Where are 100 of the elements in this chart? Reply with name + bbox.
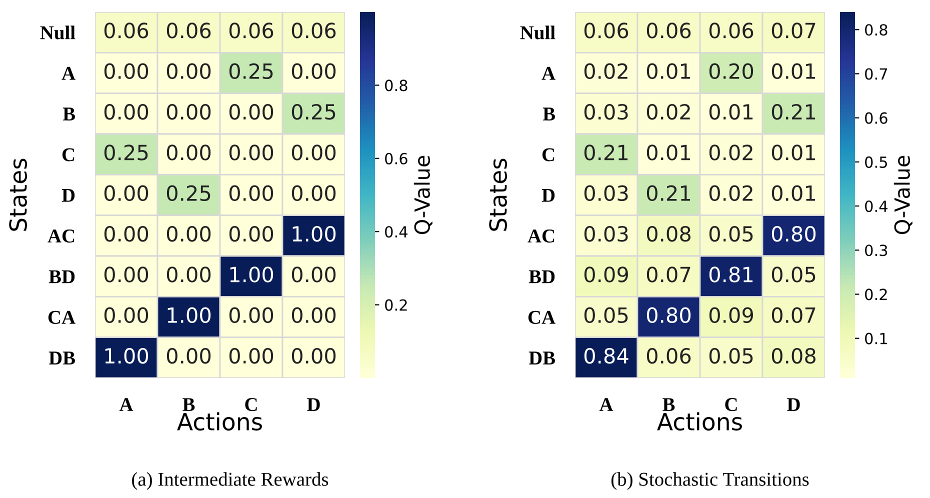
data-label: 0.06	[646, 22, 691, 38]
color-bar-label: 0.7	[865, 68, 888, 80]
color-bar-label: 0.2	[865, 288, 887, 300]
data-label: 0.00	[292, 63, 336, 80]
data-label: 0.02	[646, 104, 690, 120]
color-bar-title: Q-Value	[414, 156, 432, 234]
y-axis-title: States	[9, 158, 27, 231]
y-tick-label: C	[62, 148, 74, 162]
x-tick-label: B	[662, 398, 675, 411]
data-label: 1.00	[168, 307, 211, 324]
text: (a) Intermediate Rewards	[132, 472, 328, 490]
data-label: 0.00	[292, 266, 336, 282]
data-label: 0.02	[709, 185, 752, 202]
data-label: 0.06	[584, 22, 628, 38]
data-label: 0.00	[166, 144, 211, 160]
color-bar-label: 0.3	[865, 244, 888, 256]
y-tick-label: CA	[48, 310, 76, 324]
color-bar-label: 0.8	[865, 24, 888, 36]
y-tick-label: BD	[48, 270, 75, 284]
data-label: 1.00	[105, 348, 148, 364]
data-label: 0.00	[166, 104, 211, 120]
color-bar-label: 0.4	[865, 200, 888, 212]
data-label: 0.00	[166, 226, 211, 242]
y-tick-label: DB	[528, 352, 556, 364]
data-label: 0.02	[584, 63, 628, 80]
data-label: 0.01	[772, 63, 816, 80]
data-label: 0.00	[229, 226, 274, 242]
data-label: 0.00	[229, 307, 274, 324]
color-bar-label: 0.6	[385, 152, 408, 164]
text: (b) Stochastic Transitions	[611, 472, 809, 490]
data-label: 0.06	[229, 22, 274, 38]
data-label: 0.00	[104, 63, 148, 80]
y-tick-label: AC	[48, 230, 74, 243]
data-label: 0.25	[104, 144, 148, 160]
data-label: 0.06	[709, 22, 754, 38]
data-label: 0.06	[292, 22, 336, 38]
data-label: 0.07	[646, 266, 690, 282]
y-tick-label: Null	[520, 26, 556, 40]
y-tick-label: BD	[528, 270, 555, 284]
data-label: 0.09	[709, 307, 753, 324]
data-label: 0.21	[772, 104, 816, 120]
data-label: 0.00	[104, 185, 148, 202]
data-label: 0.07	[772, 307, 816, 324]
y-tick-label: A	[542, 66, 556, 80]
data-label: 0.00	[104, 226, 148, 242]
x-tick-label: A	[599, 398, 614, 411]
y-tick-label: D	[542, 189, 555, 202]
data-label: 0.08	[646, 226, 691, 242]
data-label: 0.00	[166, 348, 211, 364]
color-bar-title: Q-Value	[894, 156, 912, 234]
y-tick-label: D	[62, 189, 75, 202]
data-label: 0.00	[166, 266, 211, 282]
data-label: 0.81	[709, 266, 753, 282]
data-label: 0.01	[772, 185, 816, 202]
y-tick-label: C	[542, 148, 554, 162]
data-label: 0.84	[584, 348, 628, 364]
y-tick-label: A	[62, 66, 76, 80]
data-label: 0.07	[772, 22, 816, 38]
data-label: 0.05	[709, 226, 753, 242]
x-axis-title: Actions	[177, 412, 262, 431]
data-label: 0.25	[292, 104, 336, 120]
y-tick-label: B	[62, 108, 76, 120]
data-label: 0.80	[646, 307, 691, 324]
data-label: 0.06	[646, 348, 691, 364]
data-label: 1.00	[292, 226, 336, 242]
data-label: 0.25	[229, 63, 273, 80]
color-bar-label: 0.8	[385, 80, 408, 92]
data-label: 0.08	[772, 348, 816, 364]
data-label: 0.00	[292, 185, 336, 202]
data-label: 0.80	[772, 226, 816, 242]
x-tick-label: C	[245, 398, 257, 412]
data-label: 0.03	[584, 226, 628, 242]
color-bar-label: 0.2	[385, 299, 407, 311]
color-bar-label: 0.1	[865, 332, 887, 344]
x-tick-label: A	[119, 398, 134, 411]
data-label: 1.00	[230, 266, 274, 282]
data-label: 0.09	[584, 266, 628, 282]
y-tick-label: Null	[40, 26, 76, 40]
data-label: 0.00	[292, 348, 336, 364]
data-label: 0.01	[772, 144, 816, 160]
data-label: 0.25	[166, 185, 210, 202]
data-label: 0.06	[104, 22, 148, 38]
data-label: 0.00	[292, 144, 336, 160]
data-label: 0.00	[104, 307, 148, 324]
data-label: 0.21	[646, 185, 690, 202]
data-label: 0.01	[646, 144, 690, 160]
data-label: 0.05	[772, 266, 816, 282]
data-label: 0.00	[104, 104, 148, 120]
y-axis-title: States	[489, 158, 507, 231]
data-label: 0.03	[584, 185, 628, 202]
color-bar-label: 0.4	[385, 226, 408, 238]
y-tick-label: DB	[48, 352, 76, 364]
data-label: 0.05	[584, 307, 628, 324]
data-label: 0.03	[584, 104, 628, 120]
data-label: 0.00	[104, 266, 148, 282]
color-bar-label: 0.5	[865, 156, 887, 168]
x-axis-title: Actions	[657, 412, 742, 431]
data-label: 0.05	[709, 348, 753, 364]
data-label: 0.01	[646, 63, 690, 80]
x-tick-label: D	[307, 398, 320, 411]
